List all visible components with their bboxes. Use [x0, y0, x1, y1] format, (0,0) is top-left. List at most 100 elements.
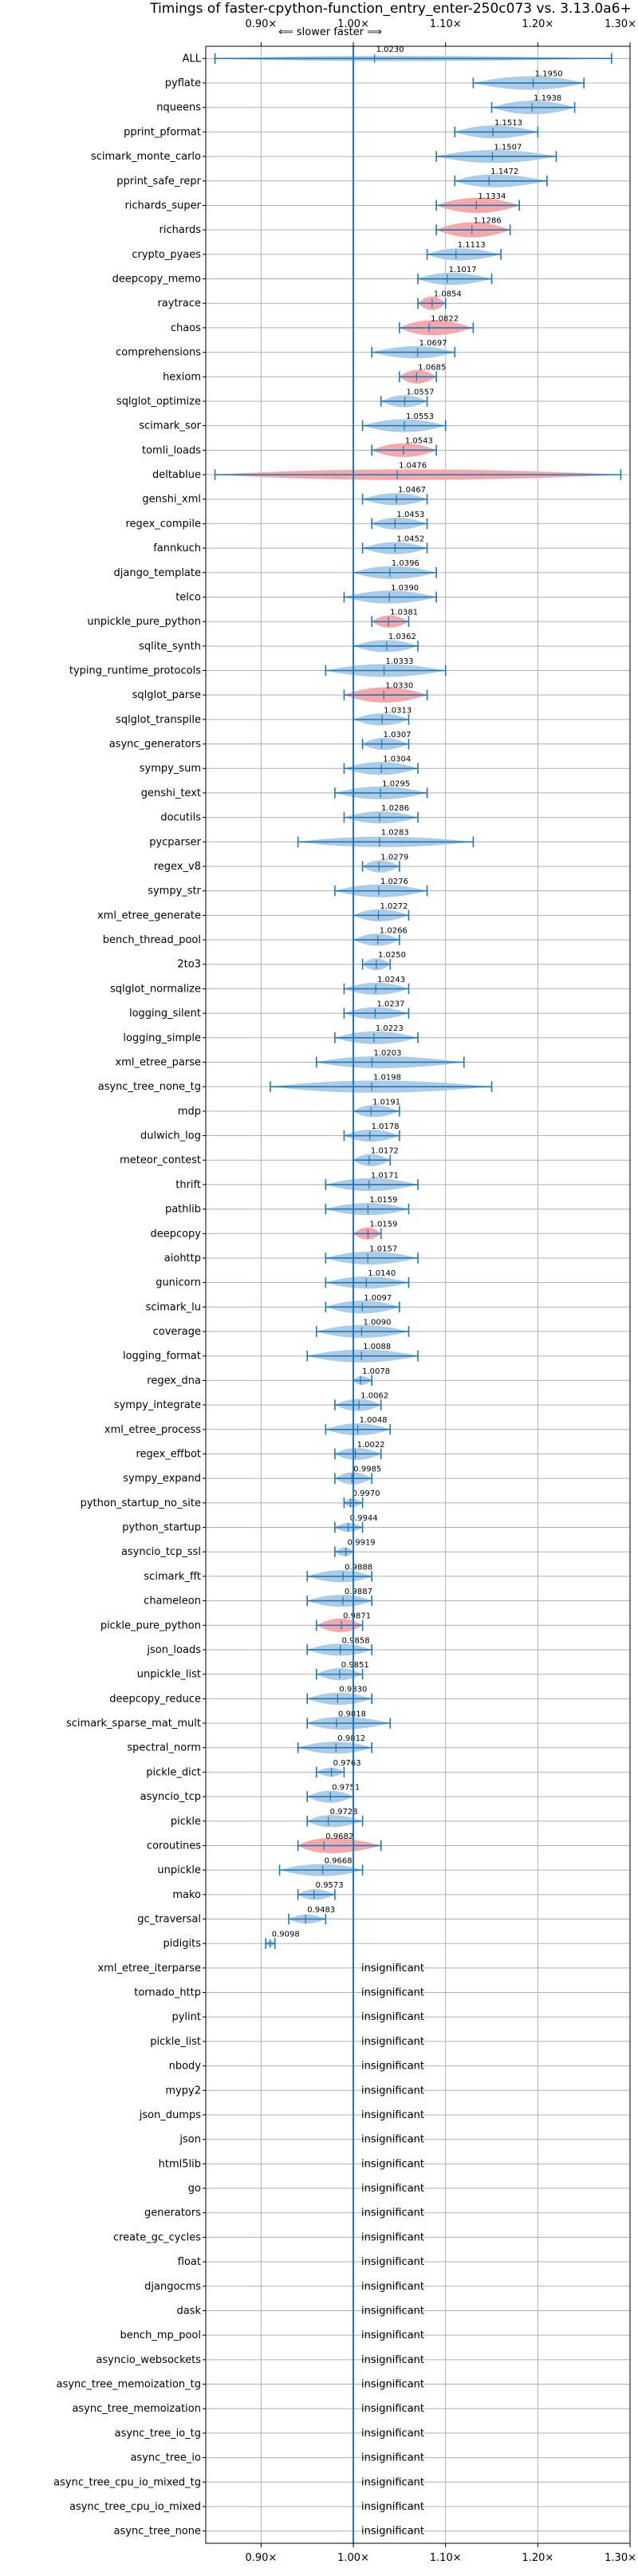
- benchmark-crypto_pyaes: crypto_pyaes 1.1113: [132, 241, 502, 261]
- insignificant-label: insignificant: [361, 2329, 424, 2341]
- value-label: 1.1334: [478, 192, 506, 201]
- category-label: async_tree_memoization: [72, 2403, 201, 2415]
- value-label: 1.0295: [382, 779, 410, 788]
- category-label: sympy_str: [148, 886, 201, 897]
- value-label: 1.0279: [380, 853, 408, 862]
- category-label: deepcopy_reduce: [109, 1693, 201, 1705]
- benchmark-html5lib: html5lib insignificant: [159, 2158, 424, 2170]
- insignificant-label: insignificant: [361, 2281, 424, 2293]
- category-label: pidigits: [163, 1938, 202, 1950]
- tick-label-bottom-3: 1.20×: [522, 2552, 553, 2564]
- direction-label: ⟸ slower faster ⟹: [278, 26, 382, 38]
- value-label: 1.0230: [376, 45, 404, 54]
- benchmark-async_tree_memoization: async_tree_memoization insignificant: [72, 2403, 424, 2415]
- value-label: 1.0048: [360, 1416, 388, 1425]
- benchmark-scimark_monte_carlo: scimark_monte_carlo 1.1507: [91, 143, 557, 164]
- value-label: 0.9888: [345, 1563, 372, 1572]
- category-label: scimark_sor: [139, 420, 201, 432]
- category-label: dulwich_log: [140, 1130, 201, 1142]
- category-label: tornado_http: [134, 1987, 201, 1999]
- insignificant-label: insignificant: [361, 2134, 424, 2146]
- benchmark-typing_runtime_protocols: typing_runtime_protocols 1.0333: [69, 657, 447, 677]
- category-label: xml_etree_iterparse: [97, 1963, 201, 1974]
- category-label: unpickle_list: [137, 1669, 201, 1681]
- benchmark-tomli_loads: tomli_loads 1.0543: [142, 437, 437, 457]
- value-label: 1.0266: [380, 926, 408, 935]
- insignificant-label: insignificant: [361, 2428, 424, 2440]
- tick-label-top-1: 1.00×: [337, 18, 369, 30]
- benchmark-json: json insignificant: [179, 2134, 424, 2146]
- category-label: sqlglot_normalize: [110, 983, 201, 995]
- insignificant-label: insignificant: [361, 2452, 424, 2464]
- chart-title: Timings of faster-cpython-function_entry…: [149, 1, 632, 17]
- insignificant-label: insignificant: [361, 2305, 424, 2317]
- value-label: 1.0333: [386, 657, 414, 666]
- tick-label-top-0: 0.90×: [245, 18, 277, 30]
- benchmark-async_generators: async_generators 1.0307: [109, 731, 412, 751]
- value-label: 1.1938: [534, 94, 561, 103]
- benchmark-unpickle: unpickle 0.9668: [157, 1857, 364, 1876]
- benchmark-comprehensions: comprehensions 1.0697: [116, 339, 456, 359]
- category-label: async_tree_cpu_io_mixed: [69, 2501, 201, 2513]
- value-label: 1.1507: [494, 143, 522, 152]
- category-label: async_tree_io_tg: [115, 2428, 201, 2440]
- benchmark-sqlglot_parse: sqlglot_parse 1.0330: [132, 682, 428, 703]
- benchmark-aiohttp: aiohttp 1.0157: [164, 1245, 419, 1265]
- benchmark-coroutines: coroutines 0.9682: [147, 1832, 382, 1853]
- category-label: docutils: [160, 812, 201, 824]
- category-label: scimark_lu: [146, 1301, 201, 1313]
- benchmark-bench_mp_pool: bench_mp_pool insignificant: [120, 2329, 424, 2341]
- category-label: scimark_monte_carlo: [91, 151, 201, 163]
- benchmark-deltablue: deltablue 1.0476: [152, 461, 622, 481]
- value-label: 0.9763: [333, 1759, 361, 1768]
- insignificant-label: insignificant: [361, 2231, 424, 2243]
- benchmark-telco: telco 1.0390: [175, 584, 437, 604]
- value-label: 1.0172: [371, 1147, 399, 1156]
- benchmark-pickle_pure_python: pickle_pure_python 0.9871: [100, 1612, 371, 1632]
- benchmark-bench_thread_pool: bench_thread_pool 1.0266: [103, 926, 408, 946]
- benchmark-asyncio_tcp_ssl: asyncio_tcp_ssl 0.9919: [121, 1539, 376, 1559]
- value-label: 1.0381: [390, 609, 418, 617]
- benchmark-genshi_xml: genshi_xml 1.0467: [142, 486, 428, 506]
- benchmark-asyncio_websockets: asyncio_websockets insignificant: [96, 2354, 424, 2366]
- tick-label-top-4: 1.30×: [605, 18, 636, 30]
- value-label: 0.9751: [332, 1783, 360, 1792]
- value-label: 0.9919: [348, 1539, 376, 1548]
- value-label: 0.9818: [338, 1710, 366, 1718]
- category-label: crypto_pyaes: [132, 249, 201, 261]
- benchmark-pickle_list: pickle_list insignificant: [150, 2036, 424, 2048]
- benchmark-logging_silent: logging_silent 1.0237: [129, 1000, 410, 1020]
- category-label: async_tree_none: [114, 2526, 201, 2538]
- category-label: sympy_expand: [123, 1473, 201, 1485]
- category-label: create_gc_cycles: [113, 2231, 201, 2243]
- benchmark-float: float insignificant: [178, 2256, 424, 2268]
- category-label: sympy_sum: [140, 763, 201, 775]
- benchmark-coverage: coverage 1.0090: [153, 1318, 410, 1339]
- value-label: 1.0452: [396, 535, 424, 543]
- value-label: 1.0304: [383, 755, 411, 764]
- benchmark-scimark_fft: scimark_fft 0.9888: [144, 1563, 372, 1583]
- benchmark-unpickle_pure_python: unpickle_pure_python 1.0381: [87, 609, 418, 629]
- benchmark-sympy_sum: sympy_sum 1.0304: [140, 755, 419, 775]
- category-label: scimark_fft: [144, 1571, 201, 1583]
- value-label: 0.9887: [345, 1588, 372, 1596]
- category-label: pycparser: [149, 836, 201, 848]
- category-label: richards: [160, 224, 202, 236]
- benchmark-regex_v8: regex_v8 1.0279: [154, 853, 409, 873]
- category-label: asyncio_tcp_ssl: [121, 1546, 201, 1558]
- benchmark-rows: ALL 1.0230 pyflate 1.1950 nqueens 1.1938 pprin…: [53, 45, 622, 2538]
- category-label: coroutines: [147, 1840, 201, 1852]
- benchmark-xml_etree_iterparse: xml_etree_iterparse insignificant: [97, 1963, 424, 1974]
- benchmark-unpickle_list: unpickle_list 0.9851: [137, 1661, 369, 1681]
- value-label: 1.0313: [384, 706, 412, 715]
- benchmark-regex_compile: regex_compile 1.0453: [125, 511, 428, 530]
- category-label: coverage: [153, 1326, 201, 1338]
- benchmark-python_startup_no_site: python_startup_no_site 0.9970: [81, 1489, 380, 1509]
- category-label: comprehensions: [116, 347, 201, 359]
- category-label: meteor_contest: [120, 1154, 201, 1166]
- benchmark-xml_etree_process: xml_etree_process 1.0048: [104, 1416, 392, 1436]
- category-label: ALL: [183, 53, 202, 65]
- benchmark-genshi_text: genshi_text 1.0295: [141, 779, 428, 800]
- benchmark-sqlglot_transpile: sqlglot_transpile 1.0313: [116, 706, 412, 726]
